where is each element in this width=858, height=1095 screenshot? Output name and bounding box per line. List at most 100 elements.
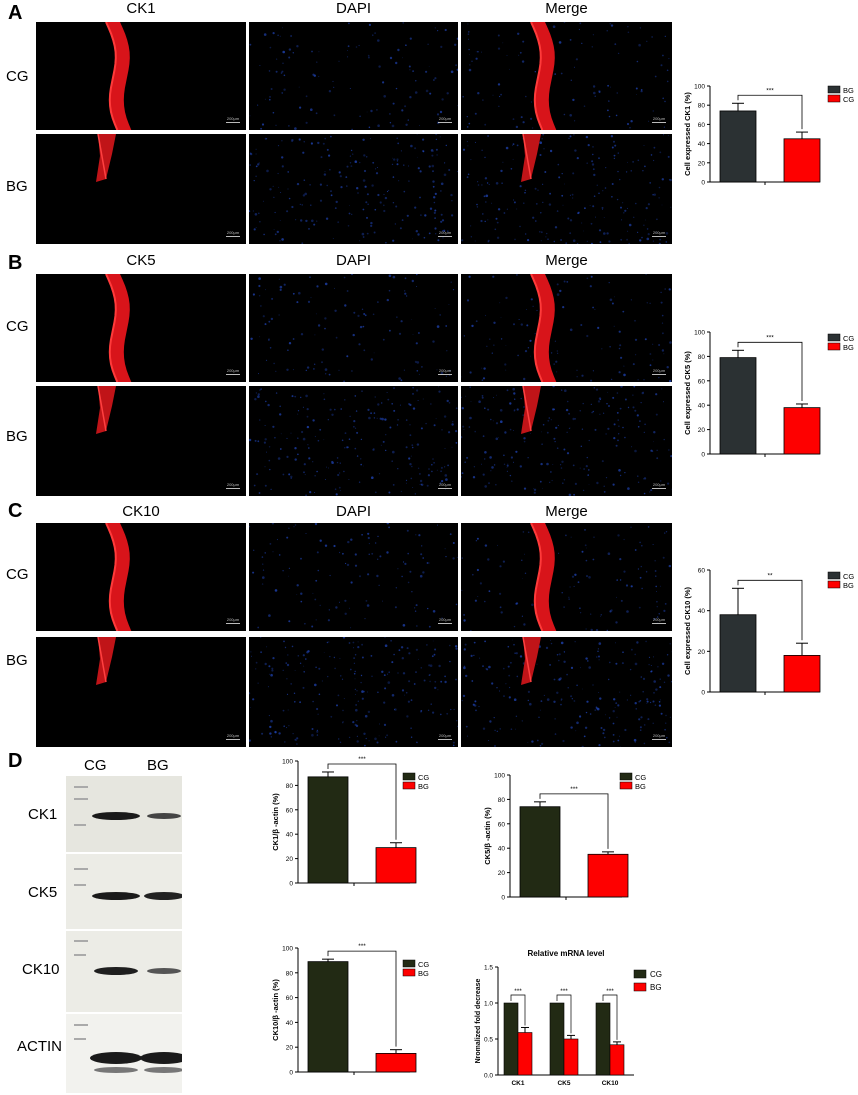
nucleus-dot (565, 242, 568, 244)
nucleus-dot (560, 699, 562, 701)
nucleus-dot (274, 730, 277, 734)
nucleus-dot (349, 415, 351, 417)
nucleus-dot (464, 461, 466, 463)
nucleus-dot (471, 60, 473, 62)
nucleus-dot (398, 180, 400, 182)
nucleus-dot (269, 98, 271, 101)
nucleus-dot (291, 395, 294, 398)
nucleus-dot (645, 570, 648, 573)
nucleus-dot (553, 678, 556, 681)
nucleus-dot (557, 424, 559, 426)
nucleus-dot (661, 204, 663, 206)
nucleus-dot (566, 281, 569, 283)
nucleus-dot (588, 666, 591, 669)
nucleus-dot (601, 460, 604, 463)
nucleus-dot (402, 22, 404, 24)
y-tick-label: 20 (698, 427, 706, 434)
epithelium (521, 637, 541, 685)
nucleus-dot (386, 551, 389, 554)
nucleus-dot (558, 41, 562, 44)
nucleus-dot (512, 118, 515, 120)
nucleus-dot (653, 656, 654, 658)
nucleus-dot (328, 90, 332, 93)
nucleus-dot (309, 491, 312, 494)
nucleus-dot (409, 463, 412, 466)
nucleus-dot (446, 712, 449, 715)
nucleus-dot (606, 30, 608, 32)
nucleus-dot (370, 358, 373, 361)
nucleus-dot (523, 437, 526, 440)
nucleus-dot (520, 323, 523, 326)
micrograph-tile: 200μm (36, 274, 246, 382)
nucleus-dot (356, 720, 358, 722)
nucleus-dot (387, 681, 391, 684)
nucleus-dot (312, 700, 314, 703)
nucleus-dot (287, 709, 289, 711)
nucleus-dot (440, 470, 442, 472)
nucleus-dot (453, 708, 455, 710)
nucleus-dot (584, 207, 586, 210)
epithelium-edge (530, 523, 544, 631)
nucleus-dot (604, 187, 607, 189)
nucleus-dot (310, 297, 312, 299)
nucleus-dot (637, 379, 639, 381)
nucleus-dot (513, 698, 517, 701)
nucleus-dot (467, 735, 469, 737)
nucleus-dot (563, 606, 565, 608)
nucleus-dot (452, 542, 455, 544)
nucleus-dot (597, 400, 601, 403)
nucleus-dot (389, 426, 392, 429)
y-tick-label: 40 (698, 403, 706, 410)
column-title-ck10: CK10 (122, 503, 160, 520)
nucleus-dot (255, 148, 257, 150)
nucleus-dot (265, 138, 268, 140)
nucleus-dot (304, 623, 306, 625)
nucleus-dot (447, 230, 449, 232)
nucleus-dot (363, 154, 366, 157)
nucleus-dot (497, 83, 501, 86)
nucleus-dot (370, 224, 373, 227)
nucleus-dot (429, 664, 433, 667)
nucleus-dot (315, 313, 317, 315)
nucleus-dot (394, 223, 397, 225)
nucleus-dot (514, 238, 516, 241)
nucleus-dot (592, 34, 594, 36)
legend-label: CG (635, 773, 646, 782)
nucleus-dot (405, 482, 407, 484)
nucleus-dot (572, 197, 574, 199)
nucleus-dot (269, 95, 271, 98)
nucleus-dot (365, 201, 368, 204)
nucleus-dot (249, 692, 251, 695)
nucleus-dot (253, 484, 256, 487)
nucleus-dot (655, 585, 657, 588)
nucleus-dot (338, 171, 341, 174)
legend-label: BG (650, 983, 662, 992)
nucleus-dot (258, 419, 261, 421)
nucleus-dot (652, 110, 654, 112)
nucleus-dot (616, 579, 618, 581)
nucleus-dot (311, 728, 314, 730)
nucleus-dot (361, 232, 365, 236)
nucleus-dot (495, 217, 498, 220)
nucleus-dot (268, 715, 270, 717)
nucleus-dot (344, 599, 347, 602)
nucleus-dot (340, 186, 343, 189)
nucleus-dot (496, 394, 497, 396)
nucleus-dot (481, 367, 483, 369)
nucleus-dot (301, 204, 303, 206)
micrograph-image (461, 386, 672, 496)
nucleus-dot (278, 186, 280, 188)
nucleus-dot (288, 725, 290, 727)
column-title-dapi: DAPI (335, 0, 371, 17)
nucleus-dot (287, 188, 289, 190)
nucleus-dot (263, 441, 266, 444)
nucleus-dot (391, 694, 395, 697)
nucleus-dot (388, 526, 390, 529)
nucleus-dot (515, 274, 518, 276)
nucleus-dot (478, 400, 481, 403)
significance-bracket (539, 793, 609, 849)
nucleus-dot (474, 430, 476, 433)
nucleus-dot (579, 715, 582, 718)
nucleus-dot (605, 477, 608, 479)
nucleus-dot (627, 406, 630, 409)
